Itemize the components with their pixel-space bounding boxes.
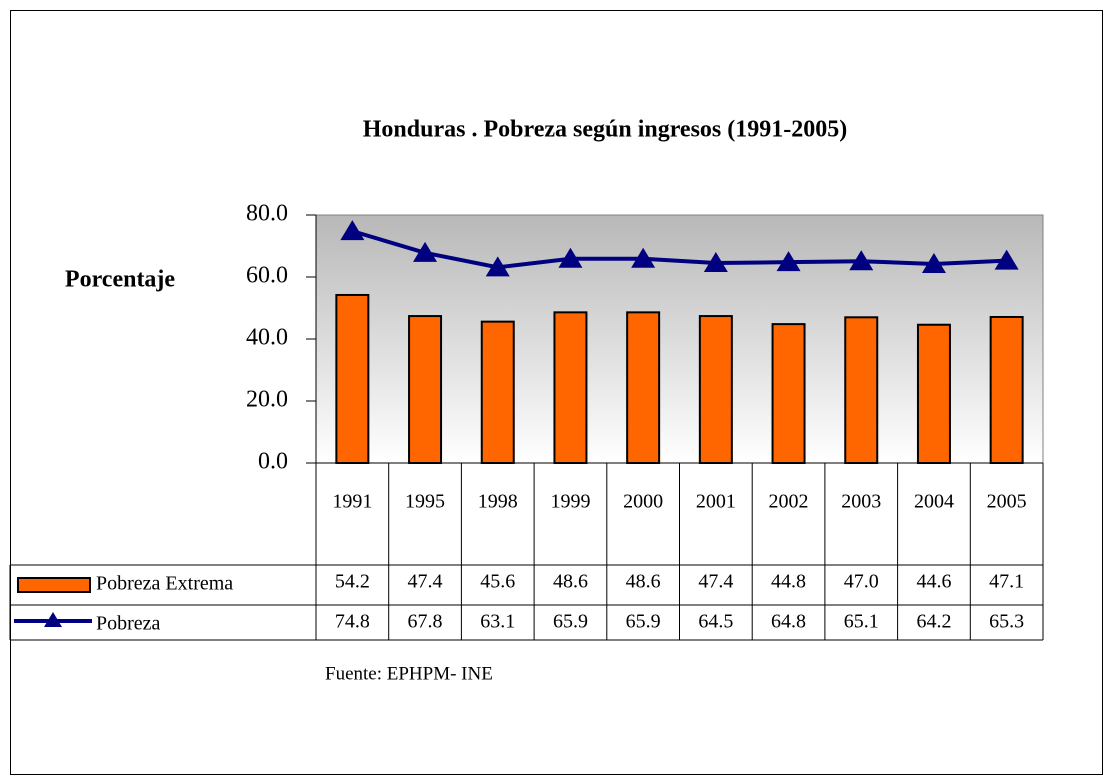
table-value: 47.1 [989,571,1024,593]
y-tick-label: 60.0 [246,263,288,289]
table-value: 65.3 [989,611,1024,633]
table-value: 54.2 [335,571,370,593]
legend-label: Pobreza Extrema [96,573,233,595]
bar [845,317,877,463]
note: Fuente: EPHPM- INE [325,663,493,684]
x-tick-label: 2002 [769,491,809,513]
bar [700,316,732,463]
table-value: 45.6 [480,571,515,593]
table-value: 63.1 [480,611,515,633]
x-tick-label: 1991 [332,491,372,513]
table-value: 65.1 [844,611,879,633]
table-value: 65.9 [626,611,661,633]
bar [918,325,950,463]
legend-label: Pobreza [96,613,161,635]
y-tick-label: 40.0 [246,325,288,351]
bar [991,317,1023,463]
x-tick-label: 2003 [841,491,881,513]
table-value: 44.8 [771,571,806,593]
x-tick-label: 1995 [405,491,445,513]
y-tick-label: 20.0 [246,387,288,413]
x-tick-label: 1999 [550,491,590,513]
table-value: 47.4 [408,571,443,593]
table-value: 48.6 [626,571,661,593]
x-tick-label: 1998 [478,491,518,513]
x-tick-label: 2004 [914,491,954,513]
y-tick-label: 0.0 [258,449,288,475]
bar [336,295,368,463]
x-tick-label: 2001 [696,491,736,513]
x-tick-label: 2000 [623,491,663,513]
bar [554,312,586,463]
legend-swatch [18,578,90,592]
chart: Honduras . Pobreza según ingresos (1991-… [0,0,1113,783]
bar [482,322,514,463]
table-value: 47.0 [844,571,879,593]
table-value: 64.2 [916,611,951,633]
y-tick-label: 80.0 [246,201,288,227]
table-value: 64.5 [698,611,733,633]
table-value: 48.6 [553,571,588,593]
table-value: 64.8 [771,611,806,633]
table-value: 47.4 [698,571,733,593]
table-value: 65.9 [553,611,588,633]
x-tick-label: 2005 [987,491,1027,513]
y-axis-label: Porcentaje [65,267,176,293]
chart-title: Honduras . Pobreza según ingresos (1991-… [363,117,847,143]
table-value: 67.8 [408,611,443,633]
bar [773,324,805,463]
bar [627,312,659,463]
table-value: 44.6 [916,571,951,593]
table-value: 74.8 [335,611,370,633]
bar [409,316,441,463]
